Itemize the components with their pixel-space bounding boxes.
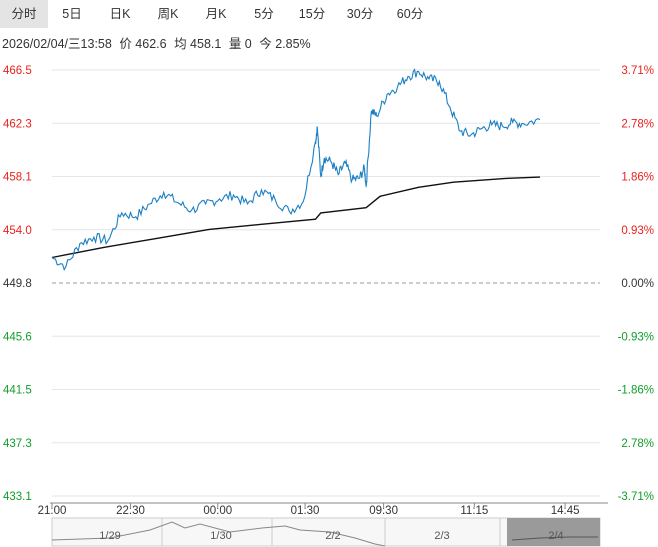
tab-1[interactable]: 5日 [62,7,82,21]
quote-price: 价 462.6 [119,37,167,51]
y-tick-left: 445.6 [3,331,32,343]
y-tick-left: 454.0 [3,225,32,237]
quote-volume: 量 0 [228,37,252,51]
tab-6[interactable]: 15分 [298,7,326,21]
period-tabs: 分时 5日 日K 周K 月K 5分 15分 30分 60分 [0,0,658,28]
tab-0[interactable]: 分时 [0,0,48,28]
price-line [51,68,541,271]
tab-4[interactable]: 月K [205,7,227,21]
navigator-label: 2/3 [434,530,449,542]
y-tick-right: 2.78% [621,118,654,130]
quote-change: 今 2.85% [259,37,311,51]
y-tick-right: 2.78% [621,438,654,450]
x-tick-label: 22:30 [116,505,145,517]
y-tick-right: 0.93% [621,225,654,237]
x-tick-label: 01:30 [291,505,320,517]
y-tick-right: -1.86% [618,385,654,397]
y-tick-right: -0.93% [618,331,654,343]
x-tick-label: 14:45 [551,505,580,517]
y-tick-left: 441.5 [3,385,32,397]
navigator-label: 1/29 [99,530,120,542]
quote-avg: 均 458.1 [174,37,222,51]
quote-info-bar: 2026/02/04/三13:58 价 462.6 均 458.1 量 0 今 … [2,33,315,52]
navigator-label: 1/30 [210,530,231,542]
y-tick-left: 466.5 [3,65,32,77]
tab-3[interactable]: 周K [157,7,179,21]
y-tick-right: 1.86% [621,172,654,184]
navigator-label: 2/2 [325,530,340,542]
y-tick-right: 0.00% [621,278,654,290]
y-tick-left: 437.3 [3,438,32,450]
tab-5[interactable]: 5分 [254,7,274,21]
navigator-selected-line [511,536,598,541]
y-tick-right: 3.71% [621,65,654,77]
navigator-line [51,521,386,547]
y-tick-left: 449.8 [3,278,32,290]
navigator-label: 2/4 [548,530,563,542]
x-tick-label: 11:15 [460,505,488,517]
x-tick-label: 00:00 [203,505,232,517]
y-tick-left: 433.1 [3,491,32,503]
navigator-selection [507,518,600,546]
tab-2[interactable]: 日K [109,7,131,21]
avg-price-line [51,176,541,259]
y-tick-left: 458.1 [3,172,32,184]
x-tick-label: 21:00 [38,505,67,517]
tab-7[interactable]: 30分 [346,7,374,21]
y-tick-left: 462.3 [3,118,32,130]
tab-8[interactable]: 60分 [396,7,424,21]
x-tick-label: 09:30 [369,505,398,517]
y-tick-right: -3.71% [618,491,654,503]
quote-datetime: 2026/02/04/三13:58 [2,37,112,51]
